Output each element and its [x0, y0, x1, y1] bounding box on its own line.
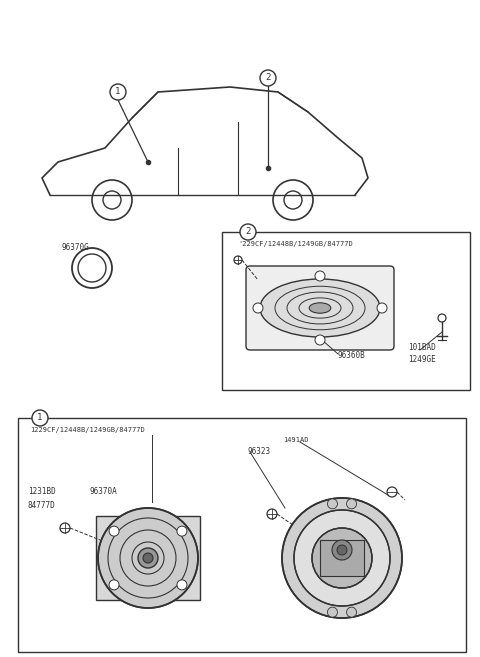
- Circle shape: [177, 580, 187, 590]
- Circle shape: [315, 335, 325, 345]
- Circle shape: [337, 545, 347, 555]
- Text: 96360B: 96360B: [338, 350, 366, 359]
- Circle shape: [32, 410, 48, 426]
- Text: 96370A: 96370A: [90, 487, 118, 497]
- Circle shape: [138, 548, 158, 568]
- Circle shape: [347, 607, 357, 617]
- Circle shape: [260, 70, 276, 86]
- Circle shape: [377, 303, 387, 313]
- Text: 1231BD: 1231BD: [28, 487, 56, 497]
- Circle shape: [282, 498, 402, 618]
- Circle shape: [312, 528, 372, 588]
- Circle shape: [110, 84, 126, 100]
- Bar: [222, 232, 470, 390]
- Circle shape: [109, 580, 119, 590]
- Ellipse shape: [260, 279, 380, 337]
- Circle shape: [332, 540, 352, 560]
- Circle shape: [347, 499, 357, 509]
- Text: 2: 2: [265, 74, 271, 83]
- Circle shape: [294, 510, 390, 606]
- Bar: [18, 418, 466, 652]
- Text: '229CF/12448B/1249GB/84777D: '229CF/12448B/1249GB/84777D: [238, 241, 353, 247]
- Circle shape: [240, 224, 256, 240]
- Text: 84777D: 84777D: [28, 501, 56, 509]
- Circle shape: [109, 526, 119, 536]
- Text: 1: 1: [37, 413, 43, 422]
- Text: 1229CF/12448B/1249GB/84777D: 1229CF/12448B/1249GB/84777D: [30, 427, 145, 433]
- FancyBboxPatch shape: [246, 266, 394, 350]
- Circle shape: [177, 526, 187, 536]
- Text: 1249GE: 1249GE: [408, 355, 436, 365]
- Bar: [96, 516, 200, 600]
- Circle shape: [327, 499, 337, 509]
- Text: 101BAD: 101BAD: [408, 344, 436, 353]
- Circle shape: [327, 607, 337, 617]
- Circle shape: [253, 303, 263, 313]
- Text: 2: 2: [245, 227, 251, 237]
- Text: 1491AD: 1491AD: [283, 437, 309, 443]
- Text: 96323: 96323: [248, 447, 271, 457]
- Text: 96370G: 96370G: [62, 242, 90, 252]
- Ellipse shape: [309, 303, 331, 313]
- Bar: [320, 540, 364, 576]
- Circle shape: [98, 508, 198, 608]
- Circle shape: [315, 271, 325, 281]
- Circle shape: [143, 553, 153, 563]
- Text: 1: 1: [115, 87, 120, 97]
